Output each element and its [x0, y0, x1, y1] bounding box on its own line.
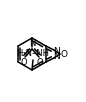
Text: O: O	[60, 49, 67, 59]
Text: N: N	[53, 47, 60, 56]
Text: O: O	[37, 58, 43, 67]
Text: N: N	[29, 39, 35, 48]
Text: H₂N–NH: H₂N–NH	[17, 49, 50, 58]
Text: O: O	[21, 58, 27, 67]
Text: N: N	[53, 52, 60, 61]
